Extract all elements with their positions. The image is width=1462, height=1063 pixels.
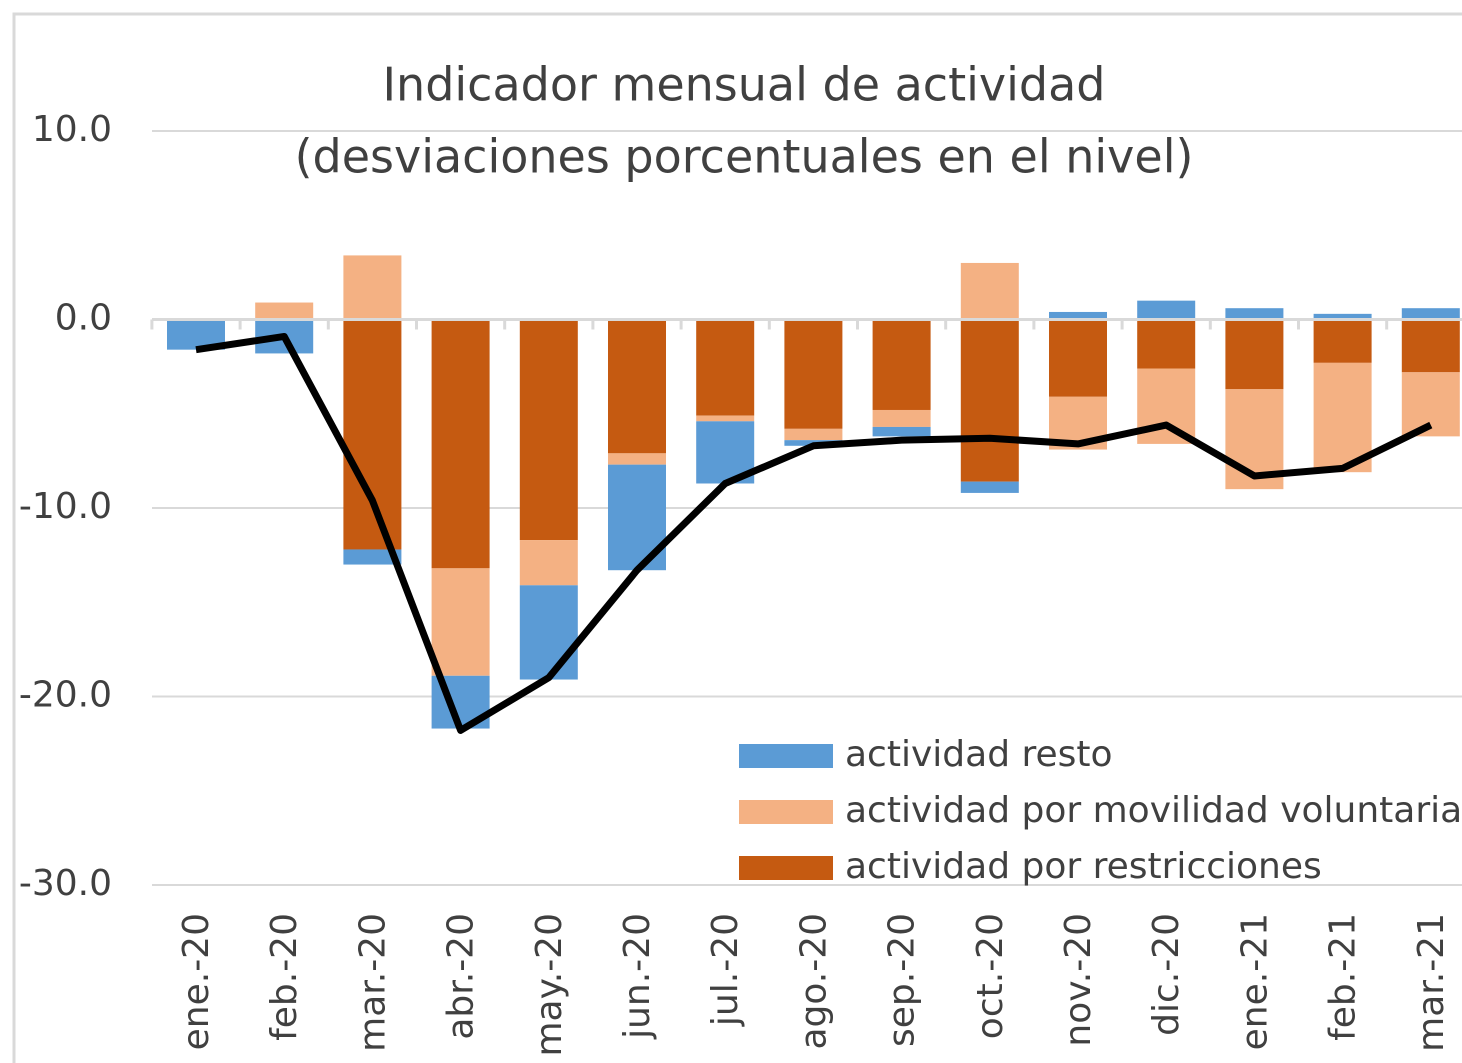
chart-title: Indicador mensual de actividad [382, 58, 1105, 112]
bar [431, 568, 490, 676]
bar [1401, 308, 1460, 320]
legend-label: actividad por movilidad voluntaria [845, 790, 1462, 831]
bar [872, 319, 931, 410]
bar [343, 255, 402, 320]
bar [519, 585, 578, 680]
x-tick-label: may.-20 [529, 913, 570, 1057]
bar [608, 319, 666, 454]
bar [1225, 308, 1284, 320]
plot-area: -30.0 -20.0 -10.0 0.0 10.0 ene.-20 feb.-20 mar.… [19, 109, 1462, 1057]
bar [1049, 319, 1107, 397]
x-tick-label: ago.-20 [793, 913, 834, 1050]
x-tick-label: dic.-20 [1146, 913, 1187, 1036]
bar [1313, 313, 1372, 320]
chart-title: (desviaciones porcentuales en el nivel) [295, 130, 1194, 184]
x-tick-label: mar.-20 [352, 913, 393, 1052]
bar [608, 453, 666, 465]
x-tick-label: abr.-20 [441, 913, 482, 1040]
legend-label: actividad resto [845, 734, 1113, 775]
y-tick-label: -30.0 [19, 863, 112, 904]
y-tick-label: 0.0 [55, 298, 112, 339]
bar [519, 319, 578, 541]
x-tick-label: mar.-21 [1411, 913, 1452, 1052]
bar [1313, 362, 1372, 473]
bar [960, 481, 1019, 493]
bar [1225, 319, 1284, 390]
bar [1137, 319, 1196, 369]
bar [1049, 311, 1107, 320]
chart-border [12, 12, 1462, 1063]
bar [1137, 300, 1196, 320]
x-tick-label: jul.-20 [705, 913, 746, 1027]
bar [343, 319, 402, 550]
bar [343, 549, 402, 565]
legend-swatch [739, 744, 833, 768]
bar [519, 540, 578, 586]
y-tick-label: 10.0 [32, 109, 112, 150]
x-tick-label: ene.-20 [176, 913, 217, 1050]
bar [960, 319, 1019, 482]
bar [784, 428, 843, 441]
y-tick-label: -10.0 [19, 486, 112, 527]
legend-swatch [739, 800, 833, 824]
x-tick-label: feb.-21 [1323, 913, 1364, 1041]
line [195, 332, 1433, 734]
legend-label: actividad por restricciones [845, 846, 1322, 887]
x-tick-label: feb.-20 [264, 913, 305, 1041]
bar [872, 409, 931, 427]
x-tick-label: jun.-20 [617, 913, 658, 1040]
bar [1401, 319, 1460, 373]
bar [784, 319, 843, 429]
x-tick-label: sep.-20 [882, 913, 923, 1047]
bar [431, 319, 490, 569]
y-tick-label: -20.0 [19, 675, 112, 716]
bar [872, 426, 931, 437]
x-tick-label: oct.-20 [970, 913, 1011, 1039]
legend-swatch [739, 856, 833, 880]
bar [960, 262, 1019, 320]
bar [696, 319, 755, 416]
x-tick-label: nov.-20 [1058, 913, 1099, 1047]
bar [1313, 319, 1372, 363]
bar [255, 302, 314, 320]
x-tick-label: ene.-21 [1234, 913, 1275, 1050]
bar [696, 415, 755, 422]
